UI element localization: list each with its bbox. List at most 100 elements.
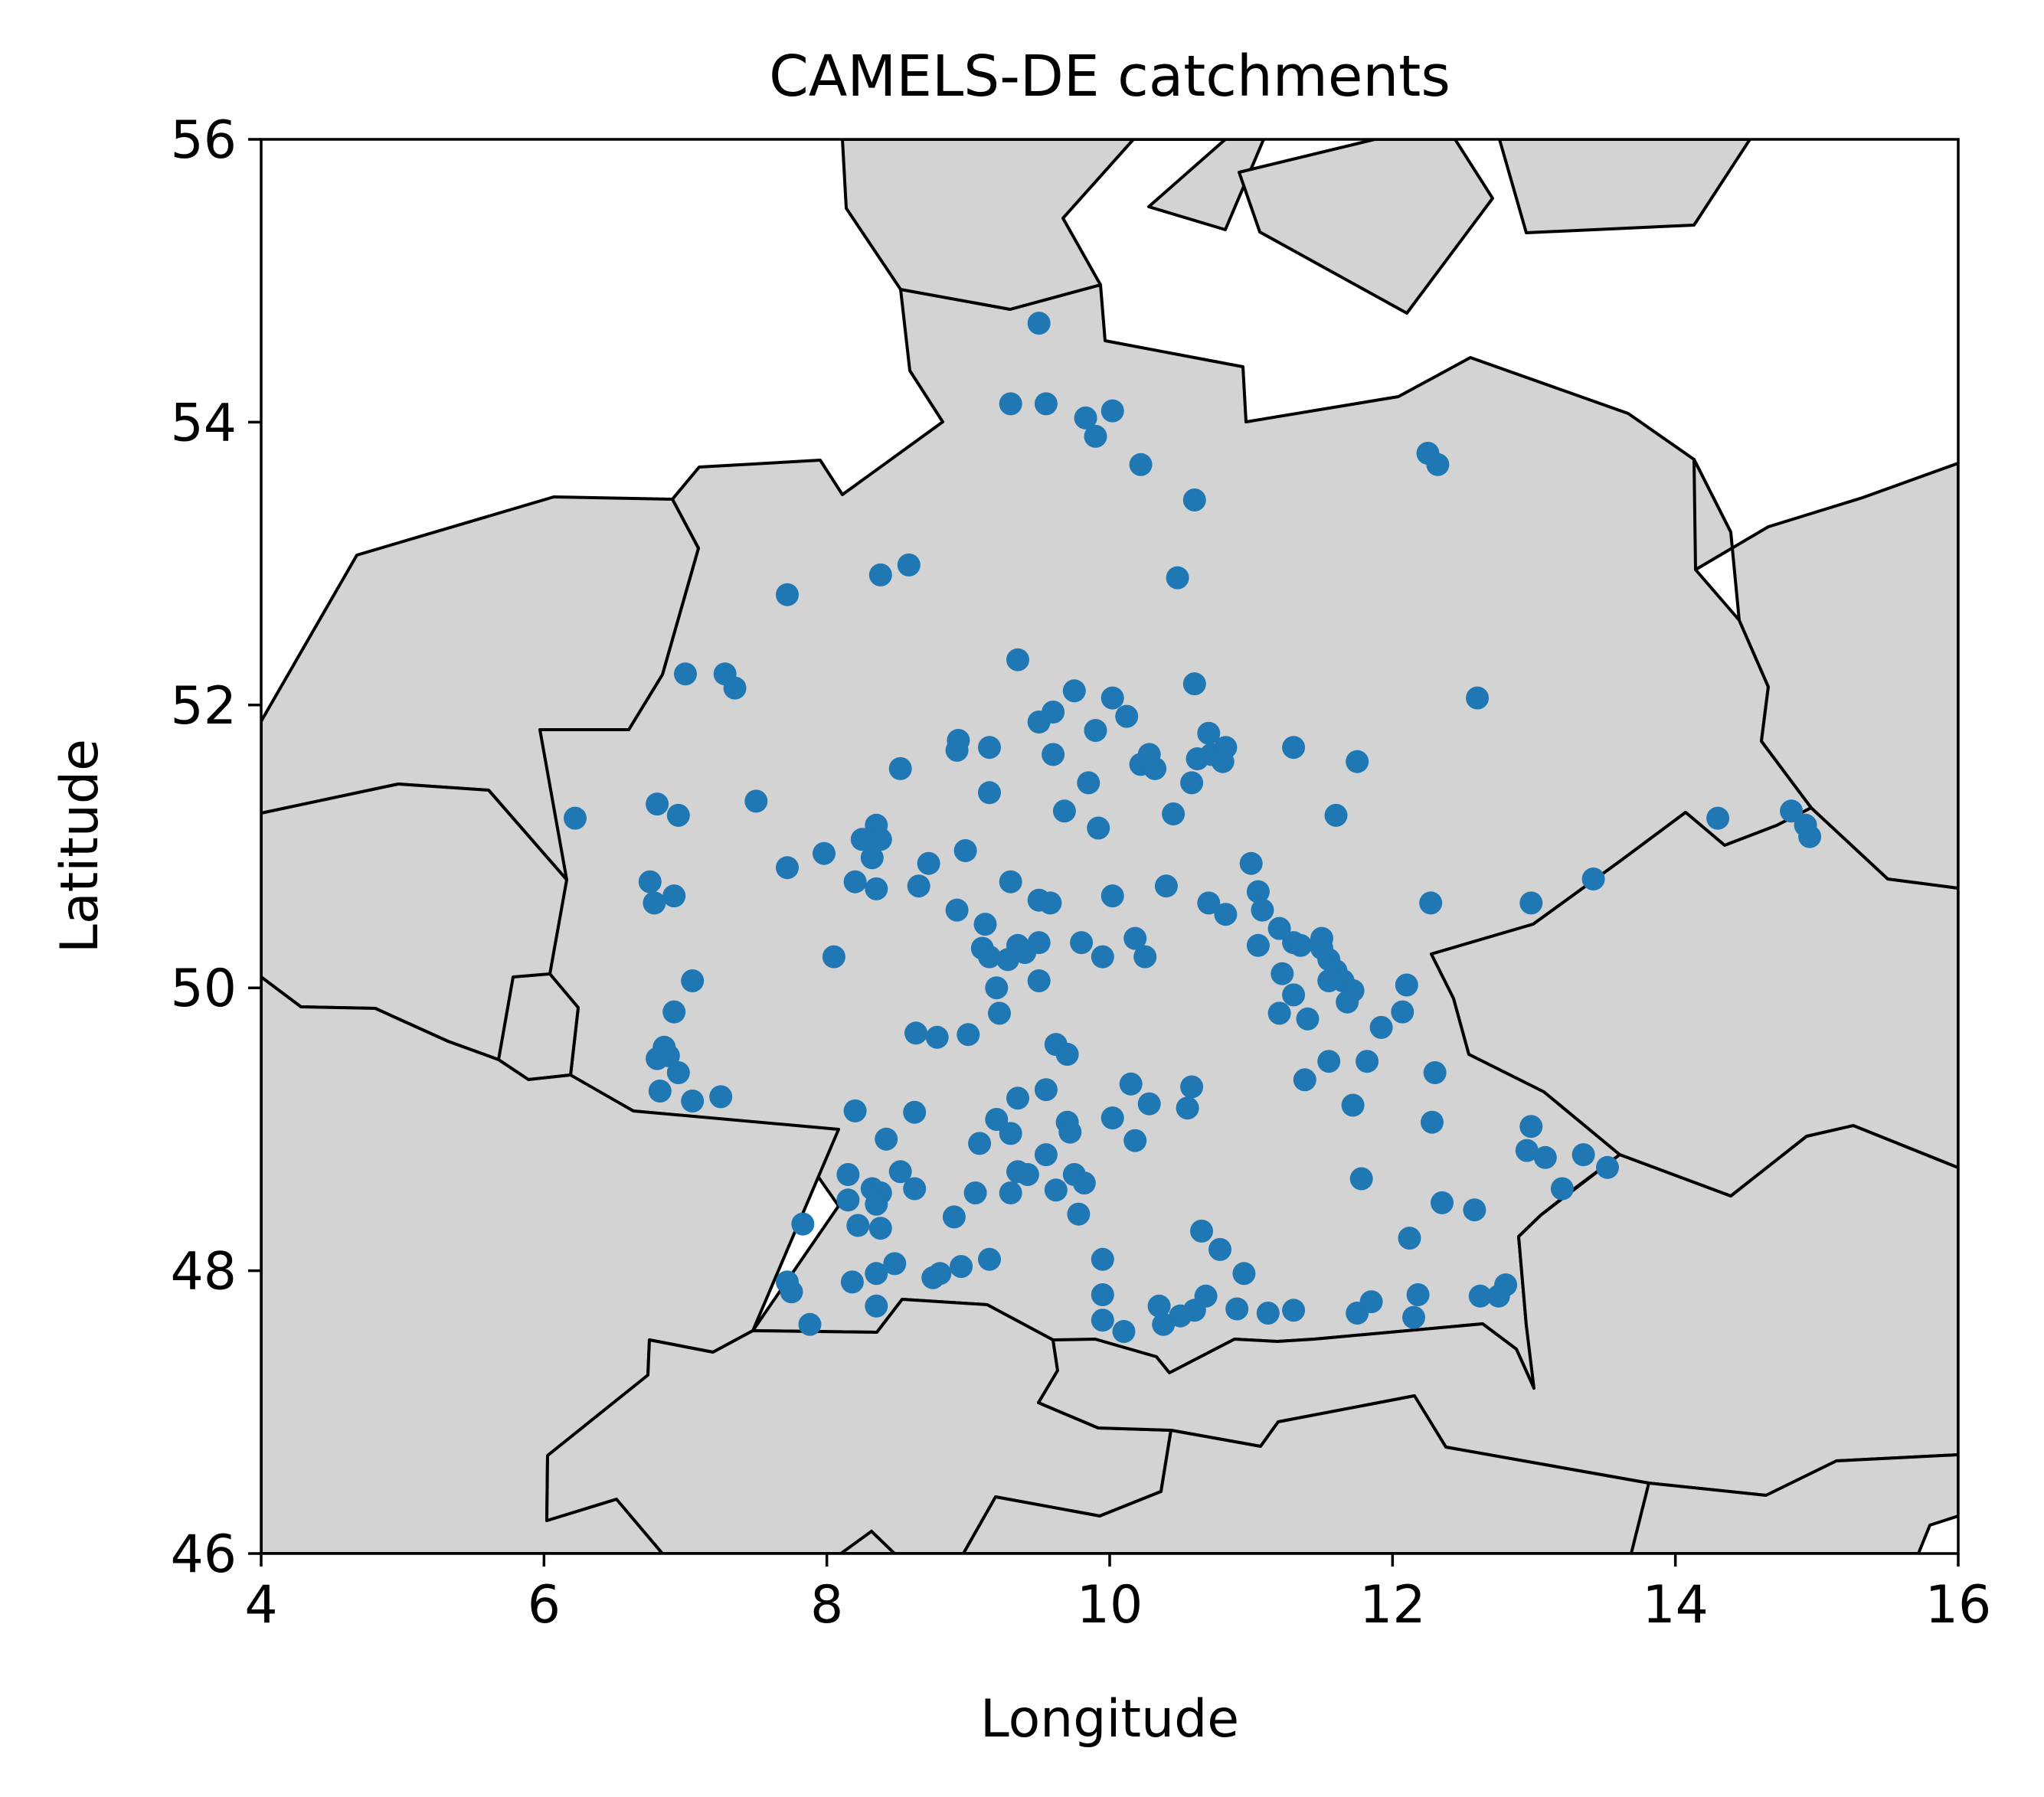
- catchment-point: [776, 583, 799, 606]
- catchment-point: [1282, 1299, 1306, 1322]
- catchment-point: [928, 1262, 952, 1286]
- x-axis-label: Longitude: [980, 1689, 1239, 1750]
- x-tick-label: 16: [1925, 1575, 1992, 1635]
- catchment-point: [1091, 1247, 1114, 1271]
- catchment-point: [1091, 1283, 1114, 1306]
- catchment-point: [646, 1047, 669, 1070]
- catchment-point: [1123, 926, 1147, 950]
- catchment-point: [973, 913, 997, 936]
- y-tick-label: 54: [170, 393, 237, 453]
- catchment-point: [963, 1181, 987, 1204]
- catchment-point: [950, 1255, 973, 1279]
- catchment-point: [1006, 648, 1029, 671]
- catchment-point: [1034, 392, 1058, 416]
- catchment-point: [868, 1217, 892, 1240]
- catchment-point: [1154, 874, 1178, 898]
- catchment-point: [791, 1212, 815, 1236]
- catchment-point: [1015, 1163, 1039, 1186]
- catchment-point: [888, 1160, 912, 1184]
- catchment-point: [1426, 453, 1450, 476]
- catchment-point: [1463, 1198, 1486, 1222]
- x-tick-label: 12: [1359, 1575, 1426, 1635]
- catchment-point: [1129, 453, 1153, 476]
- poland-polygon: [1692, 458, 1958, 890]
- catchment-point: [1494, 1273, 1518, 1297]
- catchment-point: [1180, 1075, 1204, 1099]
- catchment-point: [868, 828, 892, 851]
- catchment-point: [1267, 916, 1291, 940]
- y-axis: 46 48 50 52 54 56: [170, 110, 261, 1585]
- zealand-polygon: [1238, 139, 1494, 315]
- catchment-point: [1044, 1178, 1068, 1202]
- catchment-point: [1194, 1284, 1218, 1308]
- catchment-point: [1091, 1309, 1114, 1332]
- catchment-point: [1336, 990, 1359, 1014]
- catchment-point: [1519, 891, 1543, 915]
- catchment-point: [1282, 736, 1306, 760]
- catchment-point: [865, 1192, 888, 1216]
- catchment-point: [978, 781, 1001, 805]
- x-tick-label: 8: [810, 1575, 843, 1635]
- catchment-point: [1084, 424, 1107, 448]
- catchment-point: [646, 792, 669, 816]
- catchment-point: [836, 1188, 860, 1212]
- catchment-point: [1550, 1177, 1574, 1201]
- catchment-point: [1100, 1106, 1124, 1130]
- catchment-point: [945, 898, 969, 922]
- catchment-point: [907, 874, 930, 898]
- catchment-point: [988, 1001, 1011, 1025]
- catchment-point: [1515, 1139, 1539, 1162]
- catchment-point: [822, 945, 845, 969]
- catchment-point: [1246, 880, 1270, 903]
- catchment-point: [865, 1294, 888, 1318]
- catchment-point: [957, 1023, 980, 1047]
- x-tick-label: 6: [528, 1575, 561, 1635]
- catchment-point: [1214, 903, 1238, 926]
- catchment-point: [1256, 1302, 1280, 1325]
- catchment-point: [1296, 1007, 1320, 1031]
- catchment-point: [1232, 1262, 1256, 1286]
- catchment-point: [1100, 399, 1124, 423]
- catchment-point: [888, 756, 912, 780]
- catchment-point: [996, 948, 1019, 972]
- catchment-point: [1190, 1219, 1213, 1243]
- catchment-point: [666, 803, 690, 827]
- catchment-point: [1369, 1015, 1393, 1039]
- catchment-point: [865, 1262, 888, 1286]
- catchment-point: [925, 1025, 949, 1049]
- catchment-point: [1391, 1000, 1414, 1024]
- y-tick-label: 48: [170, 1242, 237, 1302]
- catchment-point: [1084, 719, 1107, 742]
- catchment-point: [1402, 1305, 1425, 1329]
- catchment-point: [648, 1080, 672, 1103]
- catchment-point: [999, 392, 1022, 416]
- catchment-point: [638, 870, 662, 894]
- plot-area: [261, 139, 1958, 1554]
- catchment-point: [1293, 1068, 1316, 1092]
- catchment-point: [945, 738, 969, 762]
- sweden-polygon: [1498, 139, 1751, 234]
- catchment-point: [917, 851, 940, 875]
- x-tick-label: 10: [1077, 1575, 1143, 1635]
- catchment-point: [1798, 825, 1822, 848]
- catchment-point: [865, 877, 888, 900]
- catchment-point: [904, 1021, 927, 1045]
- catchment-point: [843, 870, 867, 894]
- catchment-point: [1211, 750, 1235, 773]
- catchment-point: [1282, 983, 1306, 1007]
- catchment-point: [1052, 799, 1076, 823]
- catchment-point: [836, 1163, 860, 1186]
- catchment-point: [1356, 1050, 1379, 1073]
- catchment-point: [903, 1100, 927, 1124]
- catchment-point: [709, 1085, 733, 1109]
- catchment-point: [780, 1280, 803, 1304]
- catchment-point: [1115, 704, 1139, 728]
- catchment-point: [1072, 1171, 1096, 1195]
- catchment-point: [875, 1127, 898, 1151]
- catchment-point: [1058, 1120, 1082, 1144]
- catchment-point: [999, 1122, 1022, 1145]
- catchment-point: [978, 1247, 1001, 1271]
- catchment-point: [798, 1312, 822, 1336]
- catchment-point: [723, 676, 747, 700]
- catchment-point: [1042, 743, 1065, 766]
